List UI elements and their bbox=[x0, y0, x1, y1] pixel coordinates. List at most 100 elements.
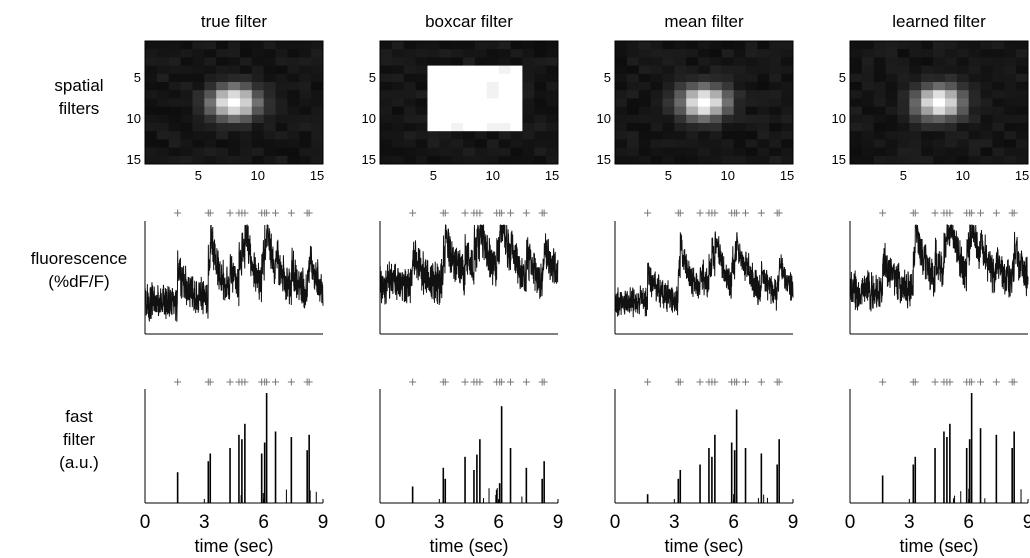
filter-pixel bbox=[486, 57, 500, 66]
filter-pixel bbox=[522, 139, 535, 148]
filter-pixel bbox=[781, 65, 794, 75]
filter-pixel bbox=[403, 65, 416, 75]
filter-pixel bbox=[534, 57, 547, 66]
filter-pixel bbox=[757, 155, 770, 165]
x-axis-label: time (sec) bbox=[899, 536, 978, 556]
filter-pixel bbox=[873, 65, 886, 75]
filter-pixel bbox=[615, 106, 628, 116]
filter-pixel bbox=[156, 49, 170, 58]
filter-pixel bbox=[662, 155, 675, 165]
filter-pixel bbox=[980, 57, 993, 66]
filter-pixel bbox=[216, 41, 229, 50]
filter-pixel bbox=[228, 139, 241, 148]
filter-pixel bbox=[546, 49, 559, 58]
filter-pixel bbox=[380, 49, 393, 58]
filter-pixel bbox=[168, 147, 181, 157]
filter-pixel bbox=[299, 49, 312, 58]
filter-pixel bbox=[463, 106, 476, 116]
filter-pixel bbox=[239, 73, 253, 83]
filter-pixel bbox=[638, 98, 651, 107]
filter-pixel bbox=[391, 82, 405, 91]
filter-pixel bbox=[439, 114, 452, 124]
filter-pixel bbox=[204, 82, 217, 91]
filter-pixel bbox=[239, 98, 253, 107]
filter-pixel bbox=[1004, 155, 1017, 165]
filter-pixel bbox=[698, 114, 711, 124]
filter-pixel bbox=[698, 49, 711, 58]
filter-pixel bbox=[626, 73, 640, 83]
x-axis-label: time (sec) bbox=[664, 536, 743, 556]
filter-pixel bbox=[933, 155, 946, 165]
filter-pixel bbox=[546, 73, 559, 83]
filter-pixel bbox=[439, 41, 452, 50]
filter-pixel bbox=[769, 98, 782, 107]
filter-pixel bbox=[403, 123, 416, 132]
filter-pixel bbox=[180, 90, 193, 99]
filter-pixel bbox=[944, 57, 958, 66]
time-tick-label: 0 bbox=[375, 512, 386, 533]
panel-title-1: boxcar filter bbox=[425, 12, 513, 31]
filter-pixel bbox=[510, 73, 523, 83]
filter-pixel bbox=[1004, 106, 1017, 116]
filter-pixel bbox=[239, 155, 253, 165]
filter-pixel bbox=[403, 147, 416, 157]
filter-pixel bbox=[486, 114, 500, 124]
filter-pixel bbox=[921, 114, 934, 124]
filter-pixel bbox=[733, 49, 746, 58]
filter-pixel bbox=[228, 41, 241, 50]
filter-pixel bbox=[251, 49, 265, 58]
filter-pixel bbox=[439, 123, 452, 132]
filter-pixel bbox=[956, 90, 970, 99]
filter-pixel bbox=[145, 131, 158, 140]
filter-pixel bbox=[1016, 114, 1029, 124]
filter-pixel bbox=[897, 106, 910, 116]
filter-pixel bbox=[380, 155, 393, 165]
filter-pixel bbox=[534, 82, 547, 91]
filter-pixel bbox=[769, 139, 782, 148]
filter-pixel bbox=[850, 82, 863, 91]
filter-pixel bbox=[311, 131, 324, 140]
filter-pixel bbox=[391, 90, 405, 99]
filter-pixel bbox=[698, 90, 711, 99]
filter-pixel bbox=[956, 147, 970, 157]
filter-pixel bbox=[251, 57, 265, 66]
filter-pixel bbox=[850, 49, 863, 58]
filter-pixel bbox=[781, 114, 794, 124]
filter-pixel bbox=[885, 90, 898, 99]
filter-pixel bbox=[299, 82, 312, 91]
filter-pixel bbox=[498, 73, 511, 83]
filter-pixel bbox=[275, 114, 288, 124]
filter-pixel bbox=[299, 90, 312, 99]
filter-pixel bbox=[463, 139, 476, 148]
filter-pixel bbox=[486, 82, 500, 91]
filter-pixel bbox=[733, 65, 746, 75]
filter-pixel bbox=[216, 155, 229, 165]
filter-pixel bbox=[909, 106, 922, 116]
filter-pixel bbox=[980, 90, 993, 99]
filter-pixel bbox=[463, 114, 476, 124]
filter-pixel bbox=[850, 65, 863, 75]
filter-pixel bbox=[944, 147, 958, 157]
filter-pixel bbox=[885, 106, 898, 116]
filter-pixel bbox=[686, 106, 699, 116]
filter-pixel bbox=[192, 114, 205, 124]
filter-pixel bbox=[650, 90, 663, 99]
filter-pixel bbox=[956, 114, 970, 124]
filter-pixel bbox=[522, 90, 535, 99]
filter-pixel bbox=[427, 155, 440, 165]
filter-pixel bbox=[474, 139, 488, 148]
filter-pixel bbox=[204, 49, 217, 58]
filter-pixel bbox=[228, 147, 241, 157]
filter-pixel bbox=[1016, 123, 1029, 132]
filter-pixel bbox=[1004, 49, 1017, 58]
filter-pixel bbox=[204, 41, 217, 50]
filter-pixel bbox=[850, 98, 863, 107]
filter-pixel bbox=[980, 49, 993, 58]
filter-pixel bbox=[534, 131, 547, 140]
filter-pixel bbox=[861, 106, 875, 116]
filter-pixel bbox=[921, 73, 934, 83]
filter-pixel bbox=[1004, 90, 1017, 99]
filter-pixel bbox=[757, 139, 770, 148]
filter-pixel bbox=[721, 155, 735, 165]
filter-pixel bbox=[721, 123, 735, 132]
